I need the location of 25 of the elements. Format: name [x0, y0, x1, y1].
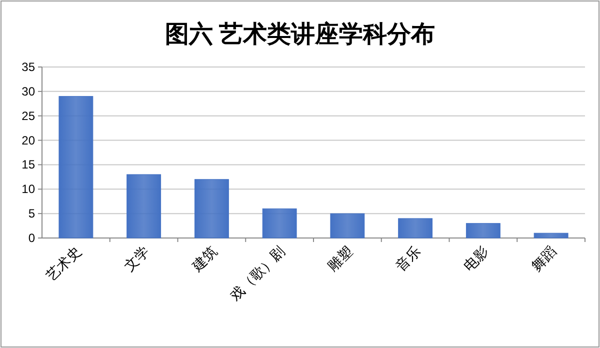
x-tick-label: 音乐: [392, 242, 424, 274]
y-tick-label: 0: [28, 231, 36, 245]
bar: [194, 179, 229, 238]
bar: [534, 232, 568, 238]
x-tick-label: 雕塑: [324, 242, 356, 274]
bar: [330, 213, 365, 238]
x-tick-label: 建筑: [188, 242, 220, 275]
y-tick-label: 25: [22, 108, 36, 123]
y-tick-label: 15: [22, 158, 36, 172]
y-tick-label: 35: [22, 60, 36, 74]
y-tick-label: 30: [22, 84, 36, 98]
bar: [398, 218, 433, 238]
x-tick-label: 文学: [120, 242, 152, 274]
bar: [466, 223, 500, 238]
x-tick-label: 艺术史: [43, 242, 84, 284]
y-tick-label: 10: [22, 182, 36, 196]
y-tick-label: 20: [22, 133, 36, 148]
x-tick-label: 电影: [460, 242, 492, 274]
bar: [262, 208, 297, 238]
x-tick-label: 戏（歌）剧: [226, 242, 288, 304]
bar: [126, 174, 162, 238]
bar: [58, 96, 94, 238]
chart-title: 图六 艺术类讲座学科分布: [165, 21, 435, 48]
x-tick-label: 舞蹈: [528, 242, 560, 274]
y-tick-label: 5: [28, 206, 36, 221]
